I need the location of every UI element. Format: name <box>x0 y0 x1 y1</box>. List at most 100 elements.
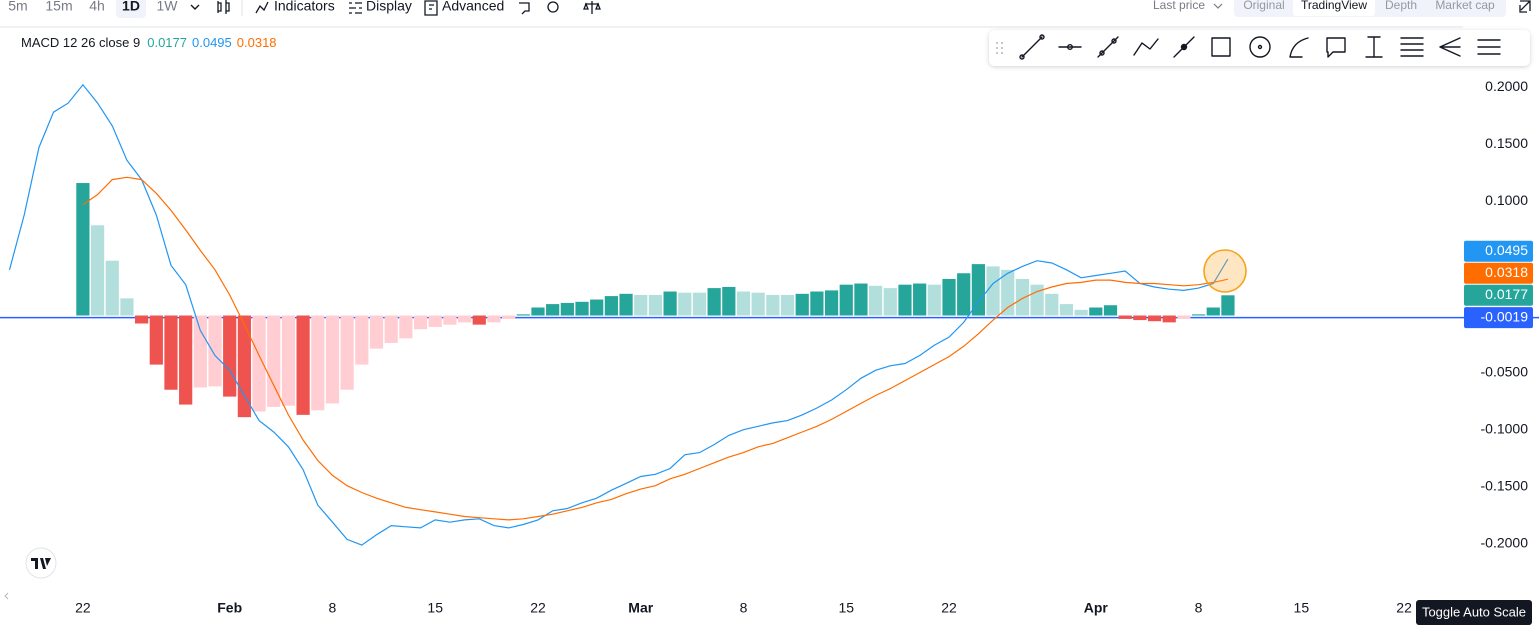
interval-dropdown[interactable] <box>190 4 200 10</box>
histogram-bar <box>399 315 413 339</box>
legend-value: 0.0318 <box>237 35 277 50</box>
histogram-bar <box>1074 309 1088 316</box>
histogram-bar <box>516 314 530 316</box>
histogram-bar <box>311 315 325 411</box>
histogram-bar <box>619 293 633 316</box>
settings-icons[interactable] <box>519 1 601 15</box>
histogram-bar <box>1177 315 1191 319</box>
histogram-bar <box>810 291 824 316</box>
histogram-bar <box>325 315 340 404</box>
histogram-bar <box>164 315 178 390</box>
scroll-arrow[interactable] <box>4 592 9 600</box>
histogram-bar <box>546 304 560 316</box>
tooltip: Toggle Auto Scale <box>1416 600 1532 625</box>
interval-button[interactable]: 15m <box>45 0 72 14</box>
histogram-bar <box>590 299 604 316</box>
histogram-bar <box>149 315 163 365</box>
view-tab[interactable]: TradingView <box>1301 0 1367 12</box>
histogram-bar <box>560 302 574 316</box>
histogram-bar <box>663 291 677 316</box>
x-tick-label: Mar <box>628 600 653 616</box>
y-tick-label: 0.1500 <box>1485 135 1528 151</box>
histogram-bar <box>913 283 927 316</box>
plot-area <box>0 83 1463 546</box>
histogram-bar <box>237 315 251 418</box>
histogram-bar <box>105 260 119 316</box>
toolbar-button[interactable]: Indicators <box>274 0 335 14</box>
histogram-bar <box>707 288 721 316</box>
time-axis: 22 Feb 8 15 22 Mar 8 15 22 Apr 8 15 22 <box>75 600 1412 616</box>
histogram-bar <box>986 266 1000 316</box>
histogram-bar <box>604 296 618 316</box>
histogram-bar <box>1103 305 1118 316</box>
histogram-bar <box>736 291 751 316</box>
histogram-bar <box>1147 315 1162 322</box>
view-tab[interactable]: Depth <box>1385 0 1417 12</box>
histogram-bar <box>1221 295 1235 316</box>
price-axis: 0.2000 0.1500 0.1000 -0.0500 -0.1000 -0.1500 -… <box>1463 78 1539 551</box>
histogram-bar <box>869 285 883 316</box>
interval-button[interactable]: 1W <box>157 0 179 14</box>
histogram-bar <box>795 293 809 316</box>
histogram-bar <box>120 298 134 316</box>
histogram-bar <box>1118 315 1132 319</box>
x-tick-label: Feb <box>217 600 242 616</box>
histogram-bar <box>692 292 707 316</box>
legend: MACD 12 26 close 9 0.0177 0.0495 0.0318 <box>21 35 277 50</box>
histogram-bar <box>1045 293 1059 316</box>
histogram-bar <box>267 315 281 407</box>
price-source[interactable]: Last price <box>1153 0 1205 12</box>
histogram-bar <box>90 225 105 316</box>
x-tick-label: 22 <box>941 600 957 616</box>
button-icon[interactable] <box>255 1 269 14</box>
histogram-bar <box>252 315 266 412</box>
histogram-bar <box>208 315 222 387</box>
histogram-bar <box>223 315 237 397</box>
x-tick-label: Apr <box>1084 600 1109 616</box>
histogram-bar <box>487 315 501 323</box>
highlight-circle <box>1203 249 1247 293</box>
histogram-bar <box>457 315 472 323</box>
x-tick-label: 22 <box>1396 600 1412 616</box>
view-tab[interactable]: Market cap <box>1435 0 1495 12</box>
legend-value: 0.0495 <box>192 35 232 50</box>
view-tab[interactable]: Original <box>1243 0 1284 12</box>
logo-mark <box>31 558 51 569</box>
logo[interactable] <box>25 547 57 579</box>
histogram-bar <box>927 284 941 316</box>
interval-button[interactable]: 1D <box>122 0 140 14</box>
x-tick-label: 15 <box>1294 600 1310 616</box>
value-tag-label: 0.0495 <box>1485 242 1528 258</box>
button-icon[interactable] <box>349 2 362 14</box>
value-tag-label: 0.0177 <box>1485 286 1528 302</box>
histogram-bar <box>472 315 486 325</box>
y-tick-label: -0.0500 <box>1481 363 1529 379</box>
y-tick-label: 0.2000 <box>1485 78 1528 94</box>
histogram-bar <box>942 278 956 316</box>
histogram-bar <box>957 273 971 316</box>
x-tick-label: 8 <box>1195 600 1203 616</box>
x-tick-label: 8 <box>740 600 748 616</box>
histogram-bar <box>193 315 207 388</box>
chart-type-icon[interactable] <box>217 0 230 14</box>
toolbar-button[interactable]: Display <box>366 0 412 14</box>
interval-active-bg <box>116 0 146 18</box>
button-icon[interactable] <box>424 0 438 16</box>
histogram-bar <box>355 315 369 365</box>
price-source-dropdown[interactable] <box>1213 3 1223 9</box>
tool-icons[interactable] <box>1019 34 1501 60</box>
histogram-bar <box>502 315 516 319</box>
histogram-bar <box>1191 314 1206 316</box>
histogram-bar <box>1089 307 1103 316</box>
interval-button[interactable]: 5m <box>8 0 27 14</box>
toolbar-button[interactable]: Advanced <box>442 0 504 14</box>
interval-button[interactable]: 4h <box>89 0 105 14</box>
value-tag <box>1464 240 1533 262</box>
histogram-bar <box>971 264 985 316</box>
histogram-bar <box>281 315 296 406</box>
value-tag-label: 0.0318 <box>1485 264 1528 280</box>
histogram-bar <box>898 284 912 316</box>
histogram-bar <box>1030 284 1044 316</box>
fullscreen-icon[interactable] <box>1519 0 1531 13</box>
